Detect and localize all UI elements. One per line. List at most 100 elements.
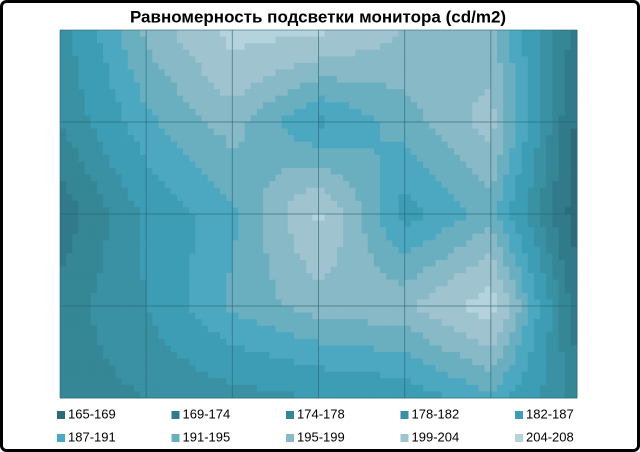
contour-cell (484, 187, 492, 195)
contour-cell (146, 174, 153, 182)
contour-cell (306, 299, 313, 307)
contour-cell (552, 62, 559, 70)
contour-cell (435, 187, 442, 195)
contour-cell (293, 352, 301, 359)
contour-cell (96, 325, 104, 333)
contour-cell (269, 306, 276, 313)
contour-cell (546, 266, 553, 274)
contour-cell (392, 102, 399, 110)
contour-cell (287, 279, 295, 287)
contour-cell (478, 194, 486, 202)
contour-cell (232, 266, 239, 274)
contour-cell (361, 56, 369, 64)
contour-cell (496, 115, 504, 123)
contour-cell (226, 115, 233, 123)
contour-cell (361, 365, 369, 373)
contour-cell (263, 325, 270, 333)
contour-cell (263, 279, 270, 287)
contour-cell (343, 352, 350, 359)
contour-cell (269, 181, 276, 189)
contour-cell (226, 43, 233, 51)
contour-cell (164, 128, 172, 136)
contour-cell (324, 371, 332, 379)
contour-cell (503, 378, 510, 386)
contour-cell (416, 273, 424, 281)
contour-cell (343, 220, 350, 228)
contour-cell (133, 30, 141, 37)
contour-cell (478, 115, 486, 123)
contour-cell (484, 292, 492, 300)
contour-cell (546, 214, 553, 221)
contour-cell (84, 358, 92, 366)
contour-cell (158, 286, 166, 294)
contour-cell (226, 174, 233, 182)
contour-cell (195, 69, 202, 77)
contour-cell (300, 378, 307, 386)
contour-cell (472, 391, 479, 399)
contour-cell (546, 378, 553, 386)
contour-cell (441, 391, 449, 399)
contour-cell (158, 108, 166, 116)
contour-cell (300, 141, 307, 149)
contour-cell (466, 246, 473, 254)
contour-cell (201, 174, 209, 182)
contour-cell (324, 325, 332, 333)
contour-cell (121, 115, 129, 123)
contour-cell (96, 174, 104, 182)
contour-cell (226, 30, 233, 37)
contour-cell (416, 154, 424, 162)
contour-cell (121, 279, 129, 287)
contour-cell (404, 128, 412, 136)
contour-cell (490, 95, 498, 103)
contour-cell (509, 299, 516, 307)
contour-cell (380, 174, 387, 182)
contour-cell (404, 312, 412, 320)
contour-cell (546, 358, 553, 366)
contour-cell (72, 200, 79, 208)
contour-cell (416, 220, 424, 228)
contour-cell (484, 306, 492, 313)
contour-cell (263, 338, 270, 346)
contour-cell (546, 161, 553, 169)
contour-cell (220, 141, 227, 149)
contour-cell (183, 246, 190, 254)
contour-cell (552, 36, 559, 44)
contour-cell (398, 325, 406, 333)
legend-label: 169-174 (183, 406, 231, 421)
contour-cell (416, 102, 424, 110)
contour-cell (312, 286, 319, 294)
contour-cell (220, 220, 227, 228)
contour-cell (318, 56, 326, 64)
contour-cell (398, 384, 406, 392)
contour-cell (515, 240, 522, 248)
contour-cell (435, 174, 442, 182)
contour-cell (300, 30, 307, 37)
contour-cell (570, 253, 578, 261)
contour-cell (90, 174, 98, 182)
contour-cell (484, 49, 492, 57)
contour-cell (324, 233, 332, 241)
contour-cell (570, 174, 578, 182)
contour-cell (66, 49, 73, 57)
contour-cell (201, 95, 209, 103)
contour-cell (140, 378, 147, 386)
contour-cell (300, 384, 307, 392)
contour-cell (275, 338, 282, 346)
contour-cell (355, 325, 362, 333)
contour-cell (558, 273, 566, 281)
contour-cell (435, 266, 442, 274)
contour-cell (429, 371, 436, 379)
contour-cell (300, 306, 307, 313)
contour-cell (496, 207, 504, 215)
contour-cell (373, 56, 381, 64)
contour-cell (509, 240, 516, 248)
contour-cell (109, 154, 116, 162)
contour-cell (380, 233, 387, 241)
contour-cell (447, 358, 455, 366)
contour-cell (72, 253, 79, 261)
contour-cell (478, 286, 486, 294)
contour-cell (201, 352, 209, 359)
contour-cell (109, 187, 116, 195)
contour-cell (460, 200, 467, 208)
contour-cell (121, 371, 129, 379)
